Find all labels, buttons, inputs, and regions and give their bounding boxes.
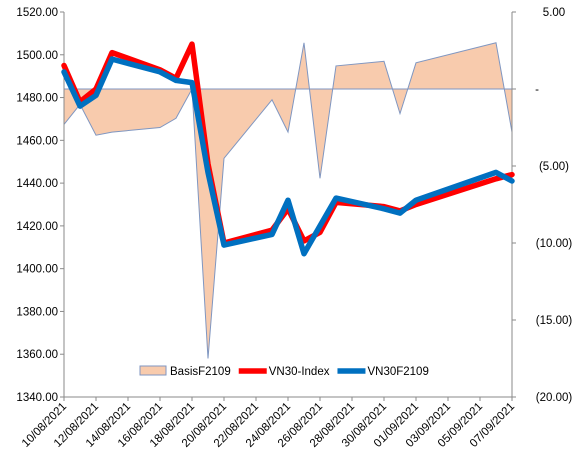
y-tick-label: 1340.00: [16, 392, 58, 404]
y2-tick-label: (20.00): [536, 392, 573, 404]
y2-tick-label: (10.00): [536, 238, 573, 250]
y2-tick-label: (15.00): [536, 315, 573, 327]
y2-tick-label: (5.00): [539, 161, 569, 173]
y-tick-label: 1360.00: [16, 349, 58, 361]
y2-tick-label: -: [535, 84, 539, 96]
lines-layer: [61, 41, 515, 257]
legend-label-vn30-index: VN30-Index: [269, 366, 330, 378]
y-tick-label: 1440.00: [16, 178, 58, 190]
y-tick-label: 1420.00: [16, 221, 58, 233]
legend-swatch-basisf2109: [139, 365, 167, 376]
legend-label-vn30f2109: VN30F2109: [367, 366, 428, 378]
legend: BasisF2109 VN30-Index VN30F2109: [139, 365, 429, 378]
y-tick-label: 1400.00: [16, 264, 58, 276]
y-tick-label: 1520.00: [16, 7, 58, 19]
y2-tick-label: 5.00: [543, 7, 565, 19]
basis-area-fill: [64, 42, 512, 359]
y-tick-label: 1500.00: [16, 50, 58, 62]
y-tick-label: 1380.00: [16, 306, 58, 318]
y-tick-label: 1460.00: [16, 135, 58, 147]
y-tick-label: 1480.00: [16, 93, 58, 105]
legend-label-basisf2109: BasisF2109: [170, 366, 231, 378]
